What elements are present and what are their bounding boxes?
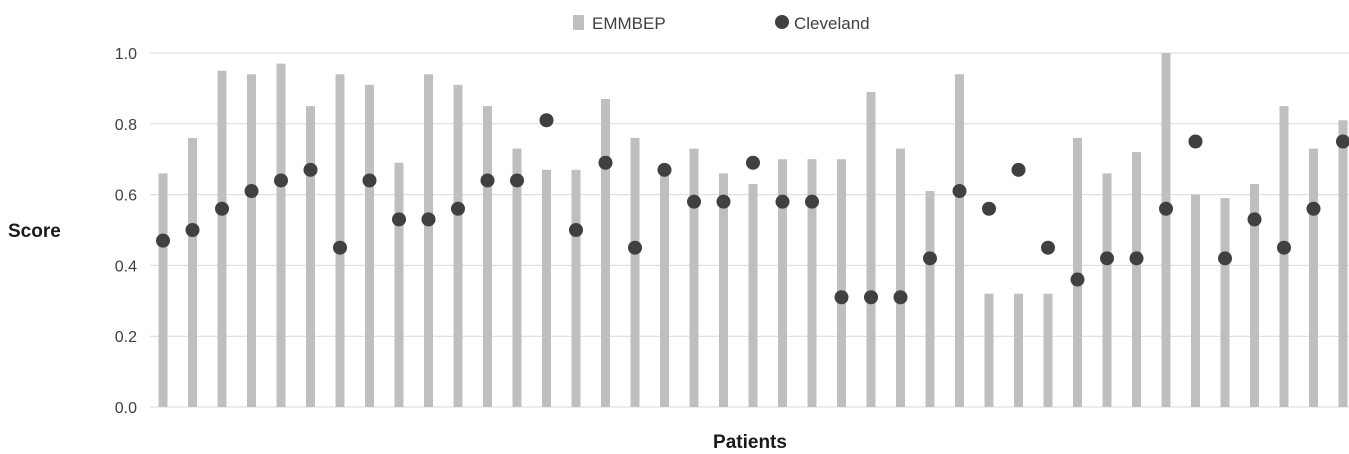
emmbep-bar — [247, 74, 256, 408]
cleveland-point — [982, 201, 996, 216]
cleveland-point — [392, 212, 406, 227]
y-tick-label: 1.0 — [115, 46, 137, 63]
cleveland-point — [864, 290, 878, 305]
cleveland-point — [1129, 251, 1144, 266]
emmbep-bar — [866, 91, 876, 407]
emmbep-bar — [188, 137, 197, 407]
cleveland-point — [303, 162, 318, 177]
emmbep-bar — [984, 293, 994, 407]
emmbep-bar — [276, 63, 286, 408]
emmbep-bar — [1014, 293, 1023, 407]
cleveland-point — [598, 155, 613, 170]
emmbep-bar — [424, 74, 433, 408]
emmbep-bar — [837, 159, 846, 407]
emmbep-bar — [925, 191, 935, 407]
cleveland-point — [952, 184, 967, 199]
cleveland-point — [362, 173, 377, 188]
emmbep-bar — [896, 148, 905, 407]
cleveland-point — [1306, 201, 1321, 216]
emmbep-bar — [365, 84, 374, 408]
cleveland-point — [421, 212, 436, 227]
emmbep-bar — [1279, 106, 1289, 407]
y-axis-ticks: 0.0 0.2 0.4 0.6 0.8 1.0 — [115, 46, 137, 417]
emmbep-bar — [1132, 152, 1141, 407]
emmbep-bar — [512, 148, 522, 407]
cleveland-point — [775, 194, 790, 209]
cleveland-points — [156, 113, 1349, 305]
legend-swatch-emmbep — [573, 15, 584, 30]
emmbep-bar — [807, 159, 817, 407]
cleveland-point — [687, 194, 701, 209]
y-tick-label: 0.6 — [115, 188, 137, 205]
legend-label-cleveland: Cleveland — [794, 14, 870, 33]
emmbep-bar — [1043, 293, 1053, 407]
cleveland-point — [539, 113, 554, 128]
cleveland-point — [716, 194, 731, 209]
emmbep-bar — [1220, 198, 1230, 407]
cleveland-point — [805, 194, 819, 209]
cleveland-point — [1041, 240, 1055, 255]
legend-label-emmbep: EMMBEP — [592, 14, 666, 33]
cleveland-point — [156, 233, 170, 248]
emmbep-bar — [955, 74, 964, 408]
cleveland-point — [1218, 251, 1232, 266]
cleveland-point — [1011, 162, 1026, 177]
y-tick-label: 0.4 — [115, 258, 137, 275]
y-tick-label: 0.8 — [115, 117, 137, 134]
emmbep-bars — [158, 53, 1348, 408]
emmbep-bar — [660, 169, 669, 407]
cleveland-point — [333, 240, 347, 255]
emmbep-bar — [778, 159, 787, 407]
cleveland-point — [451, 201, 465, 216]
cleveland-point — [628, 240, 642, 255]
cleveland-point — [274, 173, 288, 188]
cleveland-point — [1247, 212, 1262, 227]
emmbep-bar — [306, 106, 315, 407]
cleveland-point — [1070, 272, 1085, 287]
legend: EMMBEP Cleveland — [573, 14, 870, 33]
cleveland-point — [510, 173, 524, 188]
cleveland-point — [1100, 251, 1114, 266]
cleveland-point — [1159, 201, 1173, 216]
emmbep-bar — [1102, 173, 1112, 407]
cleveland-point — [1277, 240, 1291, 255]
cleveland-point — [1336, 134, 1349, 149]
y-axis-title: Score — [8, 221, 61, 242]
emmbep-bar — [542, 169, 551, 407]
cleveland-point — [569, 223, 583, 237]
cleveland-point — [1188, 134, 1203, 149]
cleveland-point — [185, 223, 200, 237]
emmbep-bar — [158, 173, 168, 407]
cleveland-point — [215, 201, 229, 216]
emmbep-bar — [1250, 183, 1259, 407]
emmbep-bar — [1338, 120, 1348, 407]
cleveland-point — [244, 184, 259, 199]
emmbep-bar — [719, 173, 728, 407]
emmbep-bar — [394, 162, 404, 407]
cleveland-point — [746, 155, 760, 170]
emmbep-bar — [1161, 53, 1171, 407]
y-tick-label: 0.0 — [115, 400, 137, 417]
emmbep-bar — [1073, 137, 1082, 407]
emmbep-bar — [1191, 194, 1200, 407]
emmbep-bar — [601, 99, 610, 408]
legend-marker-cleveland — [775, 15, 789, 29]
emmbep-bar — [335, 74, 345, 408]
emmbep-bar — [630, 137, 640, 407]
cleveland-point — [657, 162, 672, 177]
emmbep-bar — [1309, 148, 1318, 407]
emmbep-bar — [483, 106, 492, 407]
cleveland-point — [893, 290, 908, 305]
cleveland-point — [923, 251, 937, 266]
x-axis-title: Patients — [713, 432, 787, 453]
emmbep-bar — [571, 169, 581, 407]
cleveland-point — [834, 290, 849, 305]
y-tick-label: 0.2 — [115, 329, 137, 346]
emmbep-bar — [453, 84, 463, 408]
emmbep-bar — [748, 183, 758, 407]
emmbep-bar — [217, 70, 227, 407]
emmbep-bar — [689, 148, 699, 407]
cleveland-point — [480, 173, 495, 188]
